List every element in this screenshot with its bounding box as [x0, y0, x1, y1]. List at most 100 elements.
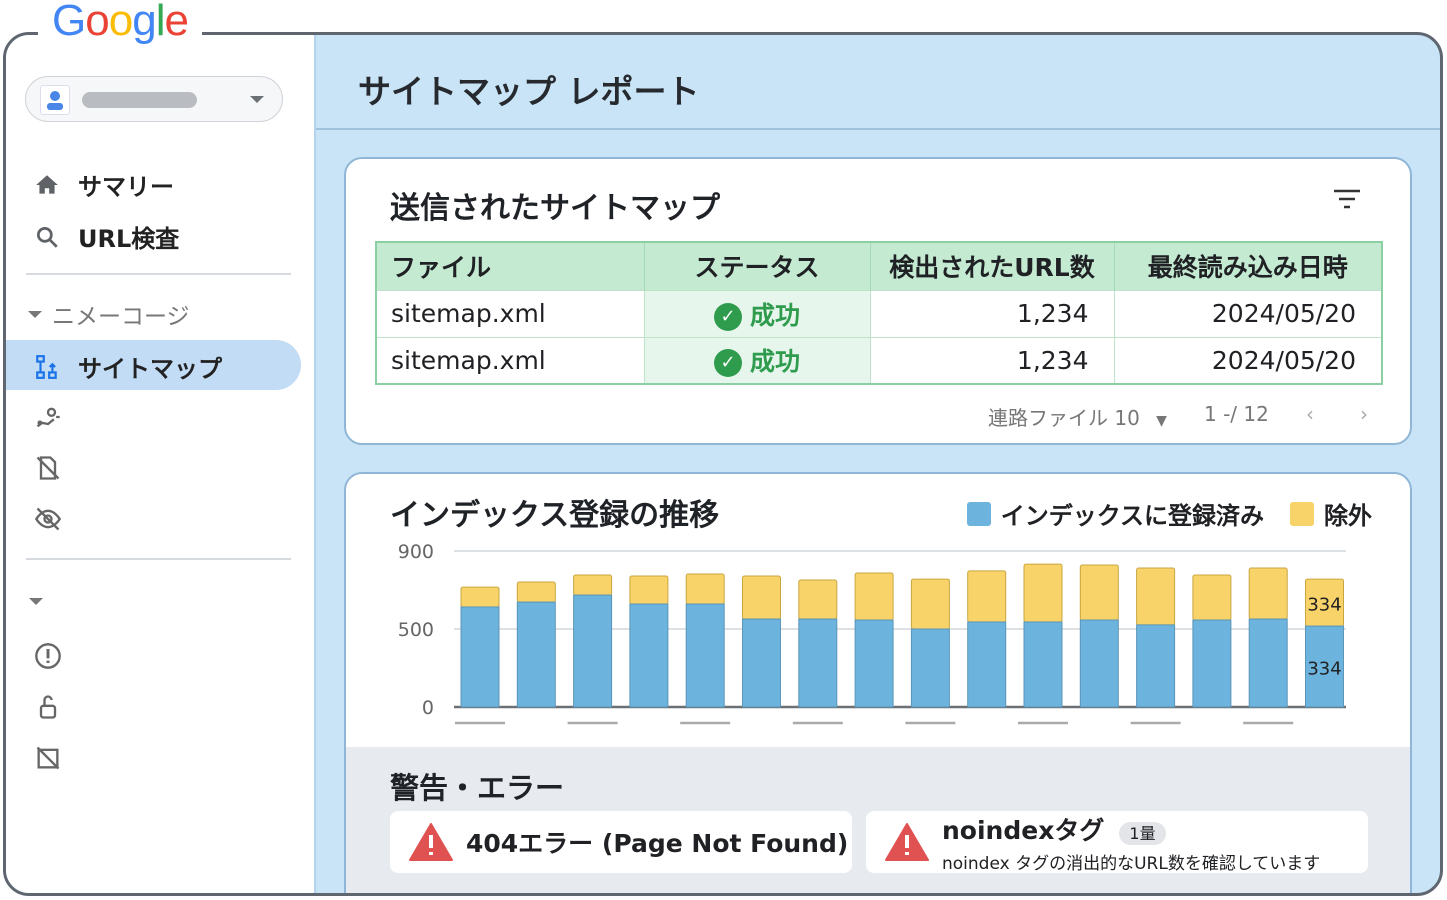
bar-excluded: [573, 574, 613, 596]
divider: [26, 273, 291, 275]
y-tick-label: 500: [398, 619, 434, 641]
search-icon: [36, 226, 58, 248]
alert-title: 404エラー (Page Not Found): [466, 829, 849, 858]
sidebar-item-url-inspection[interactable]: URL検査: [34, 219, 179, 254]
bar-indexed: [573, 594, 613, 708]
warning-icon: [409, 823, 453, 861]
bar-excluded: [1023, 563, 1063, 623]
blocked-icon[interactable]: [34, 744, 62, 772]
bar-excluded: [516, 581, 556, 603]
bar-excluded: [742, 575, 781, 620]
bar-excluded: [967, 570, 1007, 623]
sitemaps-table: ファイル ステータス 検出されたURL数 最終読み込み日時 sitemap.xm…: [375, 241, 1383, 385]
url-count-cell: 1,234: [870, 336, 1115, 384]
sidebar-item-label: サマリー: [78, 173, 174, 201]
legend-label: 除外: [1324, 502, 1372, 530]
app-window: サマリー URL検査 ニメーコージ サイトマップ サイトマップ レポート 送信さ…: [3, 32, 1443, 896]
alert-noindex[interactable]: noindexタグ 1量 noindex タグの消出的なURL数を確認しています: [866, 811, 1368, 874]
filter-icon[interactable]: [1332, 187, 1362, 211]
table-header: ファイル ステータス 検出されたURL数 最終読み込み日時: [376, 242, 1383, 290]
status-text: 成功: [749, 300, 800, 330]
bar-excluded: [798, 579, 838, 620]
bar-indexed: [1248, 618, 1288, 708]
check-circle-icon: ✓: [713, 302, 742, 331]
data-label: 334: [1307, 595, 1341, 616]
chart-title: インデックス登録の推移: [390, 498, 720, 533]
alert-description: noindex タグの消出的なURL数を確認しています: [942, 853, 1321, 874]
bar-excluded: [910, 578, 950, 630]
alerts-title: 警告・エラー: [390, 771, 565, 805]
sidebar-item-summary[interactable]: サマリー: [34, 167, 174, 202]
table-row[interactable]: sitemap.xml ✓ 成功 1,234 2024/05/20: [376, 336, 1383, 384]
divider: [26, 558, 291, 560]
warning-icon: [885, 823, 929, 861]
bar-indexed: [798, 618, 838, 708]
column-header[interactable]: 検出されたURL数: [870, 242, 1115, 290]
rows-per-page[interactable]: 連路ファイル 10 ▼: [988, 402, 1167, 431]
legend-swatch-indexed: [966, 501, 991, 526]
person-icon: [40, 85, 70, 115]
header-divider: [316, 128, 1440, 130]
check-circle-icon: ✓: [713, 349, 742, 378]
alert-title: noindexタグ: [942, 815, 1105, 845]
bar-indexed: [742, 618, 781, 708]
file-cell[interactable]: sitemap.xml: [376, 289, 645, 337]
count-badge: 1量: [1119, 821, 1166, 845]
prev-page-button[interactable]: ‹: [1306, 402, 1314, 426]
status-text: 成功: [749, 347, 800, 377]
account-selector[interactable]: [25, 76, 283, 122]
legend-label: インデックスに登録済み: [1000, 502, 1264, 530]
card-title: 送信されたサイトマップ: [390, 191, 720, 226]
bar-excluded: [854, 572, 894, 621]
rows-value: 10: [1114, 406, 1140, 430]
info-icon[interactable]: [34, 642, 62, 670]
bar-indexed: [1079, 619, 1119, 708]
alerts-section: 警告・エラー 404エラー (Page Not Found) noindexタグ…: [346, 747, 1410, 893]
file-cell[interactable]: sitemap.xml: [376, 336, 645, 384]
section-label: ニメーコージ: [52, 304, 190, 330]
data-label: 334: [1307, 659, 1341, 680]
bar-excluded: [1079, 564, 1119, 621]
removal-icon[interactable]: [34, 454, 62, 482]
alert-404[interactable]: 404エラー (Page Not Found): [390, 811, 852, 873]
page-range: 1 -/ 12: [1204, 402, 1269, 426]
bar-excluded: [629, 575, 669, 605]
sidebar-item-sitemaps[interactable]: サイトマップ: [34, 349, 222, 384]
bar-indexed: [854, 619, 894, 708]
bar-indexed: [1136, 624, 1176, 708]
bar-indexed: [1023, 621, 1063, 708]
bar-indexed: [685, 603, 725, 708]
bar-excluded: [460, 586, 500, 608]
column-header[interactable]: 最終読み込み日時: [1114, 242, 1383, 290]
bar-excluded: [1136, 567, 1176, 626]
column-header[interactable]: ファイル: [376, 242, 645, 290]
sitemap-icon: [36, 354, 57, 379]
status-cell: ✓ 成功: [644, 336, 871, 384]
chevron-down-icon: ▼: [1156, 413, 1167, 429]
url-count-cell: 1,234: [870, 289, 1115, 337]
home-icon: [36, 174, 58, 194]
sidebar-item-sitemaps-active-bg: [6, 340, 301, 390]
security-icon[interactable]: [34, 693, 62, 721]
bar-excluded: [1248, 567, 1288, 620]
bar-excluded: [685, 573, 725, 605]
date-cell: 2024/05/20: [1114, 336, 1383, 384]
sidebar-item-label: URL検査: [78, 225, 180, 253]
section-toggle[interactable]: ニメーコージ: [28, 297, 190, 331]
table-row[interactable]: sitemap.xml ✓ 成功 1,234 2024/05/20: [376, 289, 1383, 337]
sidebar: サマリー URL検査 ニメーコージ サイトマップ: [6, 35, 316, 893]
expand-icon[interactable]: [29, 598, 43, 605]
account-name-redacted: [82, 92, 197, 108]
next-page-button[interactable]: ›: [1360, 402, 1368, 426]
submitted-sitemaps-card: 送信されたサイトマップ ファイル ステータス 検出されたURL数 最終読み込み日…: [344, 157, 1412, 445]
bar-indexed: [516, 601, 556, 708]
y-tick-label: 0: [422, 697, 434, 719]
hidden-icon[interactable]: [34, 505, 62, 533]
column-header[interactable]: ステータス: [644, 242, 871, 290]
crawl-icon[interactable]: [34, 403, 62, 431]
bar-indexed: [629, 603, 669, 708]
index-coverage-card: インデックス登録の推移 インデックスに登録済み 除外 0 500 900 334 334…: [344, 472, 1412, 893]
bar-indexed: [967, 621, 1007, 708]
chevron-down-icon: [28, 310, 42, 318]
chart-legend: インデックスに登録済み 除外: [966, 496, 1372, 531]
